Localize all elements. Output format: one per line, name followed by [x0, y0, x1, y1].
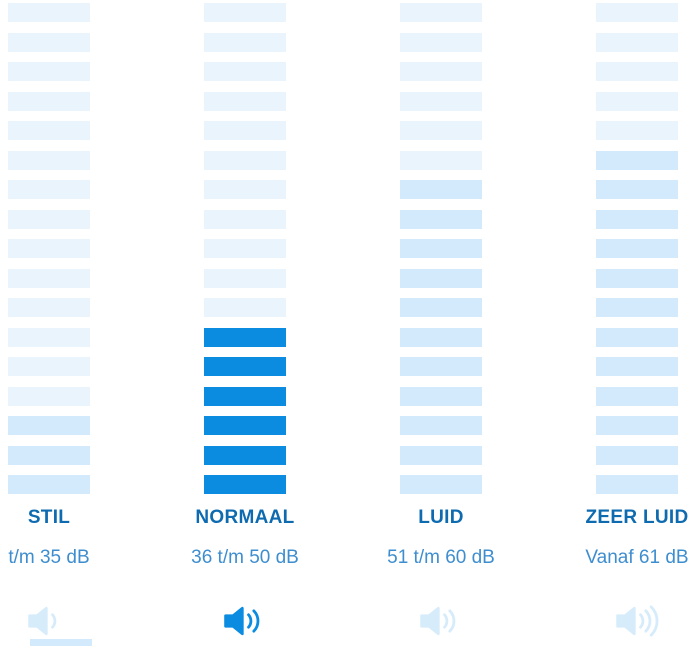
level-bar: [204, 445, 286, 465]
level-bar: [204, 268, 286, 288]
db-range-label: 51 t/m 60 dB: [387, 547, 495, 568]
noise-level-option[interactable]: ZEER LUID Vanaf 61 dB: [539, 0, 700, 639]
level-bar: [400, 386, 482, 406]
level-bar: [596, 268, 678, 288]
level-bar: [204, 475, 286, 494]
speaker-low-icon: [26, 603, 72, 639]
level-bar: [596, 239, 678, 258]
level-bar: [8, 209, 90, 229]
level-bar: [204, 180, 286, 199]
level-bar: [204, 416, 286, 435]
level-bar: [400, 150, 482, 170]
level-bar: [400, 209, 482, 229]
category-label: STIL: [27, 507, 71, 528]
level-bar: [400, 32, 482, 52]
speaker-very-loud-icon: [614, 603, 660, 639]
db-range-label: Vanaf 61 dB: [585, 547, 689, 568]
level-bar: [400, 475, 482, 494]
level-bar: [204, 121, 286, 140]
level-bar: [8, 327, 90, 347]
level-bar: [400, 62, 482, 81]
db-range-label: 36 t/m 50 dB: [191, 547, 299, 568]
level-bar: [8, 62, 90, 81]
level-bar: [596, 62, 678, 81]
level-bar: [8, 3, 90, 22]
bar-stack: [8, 0, 90, 494]
level-bar: [596, 91, 678, 111]
level-bar: [204, 62, 286, 81]
bar-stack: [204, 0, 286, 494]
level-bar: [596, 180, 678, 199]
level-bar: [8, 475, 90, 494]
level-bar: [596, 298, 678, 317]
level-bar: [8, 445, 90, 465]
level-bar: [400, 180, 482, 199]
level-bar: [400, 357, 482, 376]
level-bar: [8, 386, 90, 406]
level-bar: [204, 32, 286, 52]
noise-level-option[interactable]: LUID 51 t/m 60 dB: [343, 0, 539, 639]
level-bar: [8, 416, 90, 435]
level-bar: [8, 298, 90, 317]
category-label: LUID: [418, 507, 464, 528]
level-bar: [400, 445, 482, 465]
level-bar: [596, 445, 678, 465]
category-label: ZEER LUID: [585, 507, 689, 528]
level-bar: [596, 416, 678, 435]
level-bar: [596, 3, 678, 22]
level-bar: [400, 327, 482, 347]
level-bar: [400, 3, 482, 22]
bar-stack: [400, 0, 482, 494]
level-bar: [8, 150, 90, 170]
level-bar: [204, 298, 286, 317]
level-bar: [8, 357, 90, 376]
level-bar: [596, 150, 678, 170]
bar-stack: [596, 0, 678, 494]
level-bar: [8, 239, 90, 258]
level-bar: [204, 357, 286, 376]
level-bar: [204, 327, 286, 347]
level-bar: [596, 121, 678, 140]
level-bar: [8, 180, 90, 199]
noise-level-option[interactable]: NORMAAL 36 t/m 50 dB: [147, 0, 343, 639]
level-bar: [596, 357, 678, 376]
speaker-loud-icon: [418, 603, 464, 639]
level-bar: [8, 32, 90, 52]
category-label: NORMAAL: [195, 507, 295, 528]
level-bar: [204, 239, 286, 258]
level-bar: [8, 91, 90, 111]
level-bar: [596, 386, 678, 406]
level-bar: [400, 268, 482, 288]
speaker-medium-icon: [222, 603, 268, 639]
level-bar: [596, 327, 678, 347]
level-bar: [8, 121, 90, 140]
level-bar: [204, 91, 286, 111]
level-bar: [204, 3, 286, 22]
level-bar: [400, 239, 482, 258]
level-bar: [204, 386, 286, 406]
noise-level-option[interactable]: STIL t/m 35 dB: [0, 0, 147, 639]
level-bar: [204, 209, 286, 229]
level-bar: [400, 416, 482, 435]
level-bar: [400, 298, 482, 317]
db-range-label: t/m 35 dB: [8, 547, 90, 568]
level-bar: [596, 475, 678, 494]
level-bar: [400, 121, 482, 140]
level-bar: [596, 32, 678, 52]
level-bar: [8, 268, 90, 288]
level-bar: [400, 91, 482, 111]
level-bar: [204, 150, 286, 170]
partial-bar: [30, 639, 92, 646]
level-bar: [596, 209, 678, 229]
